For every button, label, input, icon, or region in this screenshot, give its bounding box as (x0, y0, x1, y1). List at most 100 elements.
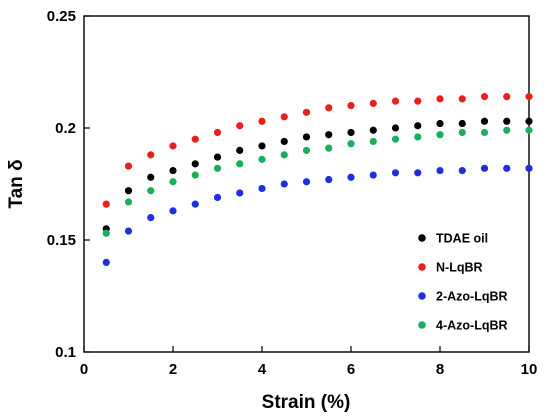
data-point (391, 97, 400, 105)
x-tick-label: 8 (436, 361, 444, 378)
legend-label: 2-Azo-LqBR (436, 290, 508, 304)
data-point (302, 178, 311, 186)
data-point (124, 198, 133, 206)
data-point (213, 153, 222, 161)
data-point (458, 166, 466, 175)
data-point (102, 229, 110, 237)
data-point (480, 117, 489, 125)
x-tick-label: 2 (169, 361, 177, 378)
data-point (369, 171, 377, 179)
data-point (147, 151, 155, 159)
data-point (302, 146, 311, 154)
series-2 (102, 164, 533, 266)
data-points (102, 93, 533, 266)
data-point (414, 122, 422, 130)
data-point (124, 187, 133, 195)
data-point (503, 93, 511, 101)
data-point (124, 162, 133, 170)
legend-marker (418, 234, 426, 242)
data-point (325, 131, 333, 139)
series-3 (102, 126, 533, 237)
data-point (236, 146, 244, 154)
x-tick-label: 0 (80, 361, 88, 378)
data-point (236, 122, 244, 130)
y-tick-label: 0.2 (55, 120, 76, 137)
data-point (191, 171, 199, 179)
data-point (280, 137, 288, 146)
series-0 (102, 117, 533, 233)
data-point (480, 164, 489, 172)
data-point (258, 117, 266, 125)
y-axis-title: Tan δ (6, 159, 27, 208)
legend-marker (418, 263, 426, 271)
data-point (347, 128, 355, 137)
data-point (525, 126, 533, 134)
legend-label: TDAE oil (436, 232, 488, 246)
data-point (213, 128, 222, 137)
data-point (480, 93, 489, 101)
data-point (325, 175, 333, 184)
x-tick-label: 6 (347, 361, 355, 378)
x-tick-label: 4 (258, 361, 267, 378)
data-point (414, 133, 422, 141)
data-point (347, 173, 355, 181)
legend-item: 4-Azo-LqBR (418, 319, 508, 333)
y-tick-label: 0.15 (47, 232, 76, 249)
data-point (414, 169, 422, 177)
data-point (169, 142, 177, 150)
data-point (391, 124, 400, 132)
data-point (302, 133, 311, 141)
data-point (347, 140, 355, 148)
legend-item: N-LqBR (418, 261, 483, 275)
data-point (458, 119, 466, 128)
data-point (213, 164, 222, 172)
data-point (391, 169, 400, 177)
data-point (169, 166, 177, 175)
data-point (525, 164, 533, 172)
series-1 (102, 93, 533, 208)
x-axis-ticks: 0 2 4 6 8 10 (80, 346, 538, 378)
legend: TDAE oil N-LqBR 2-Azo-LqBR 4-Azo-LqBR (418, 232, 508, 333)
y-axis-ticks: 0.1 0.15 0.2 0.25 (47, 8, 90, 361)
data-point (124, 227, 133, 235)
data-point (147, 187, 155, 195)
data-point (280, 113, 288, 121)
data-point (480, 128, 489, 137)
data-point (258, 155, 266, 163)
data-point (436, 119, 444, 128)
data-point (102, 258, 110, 266)
legend-marker (418, 321, 426, 329)
data-point (191, 160, 199, 168)
data-point (258, 142, 266, 150)
data-point (169, 207, 177, 215)
data-point (458, 128, 466, 137)
data-point (369, 99, 377, 107)
data-point (458, 95, 466, 103)
y-tick-label: 0.25 (47, 8, 76, 25)
data-point (280, 180, 288, 188)
data-point (503, 117, 511, 125)
x-tick-label: 10 (521, 361, 538, 378)
y-tick-label: 0.1 (55, 344, 76, 361)
data-point (503, 164, 511, 172)
legend-label: 4-Azo-LqBR (436, 319, 508, 333)
data-point (302, 108, 311, 116)
legend-label: N-LqBR (436, 261, 483, 275)
legend-item: 2-Azo-LqBR (418, 290, 508, 304)
data-point (236, 160, 244, 168)
legend-item: TDAE oil (418, 232, 488, 246)
data-point (169, 178, 177, 186)
data-point (213, 193, 222, 202)
data-point (325, 104, 333, 112)
data-point (147, 173, 155, 181)
data-point (147, 214, 155, 222)
x-axis-title: Strain (%) (262, 392, 351, 413)
data-point (436, 95, 444, 103)
data-point (258, 184, 266, 193)
data-point (102, 200, 110, 208)
data-point (347, 102, 355, 110)
data-point (436, 131, 444, 139)
legend-marker (418, 292, 426, 300)
data-point (325, 144, 333, 152)
